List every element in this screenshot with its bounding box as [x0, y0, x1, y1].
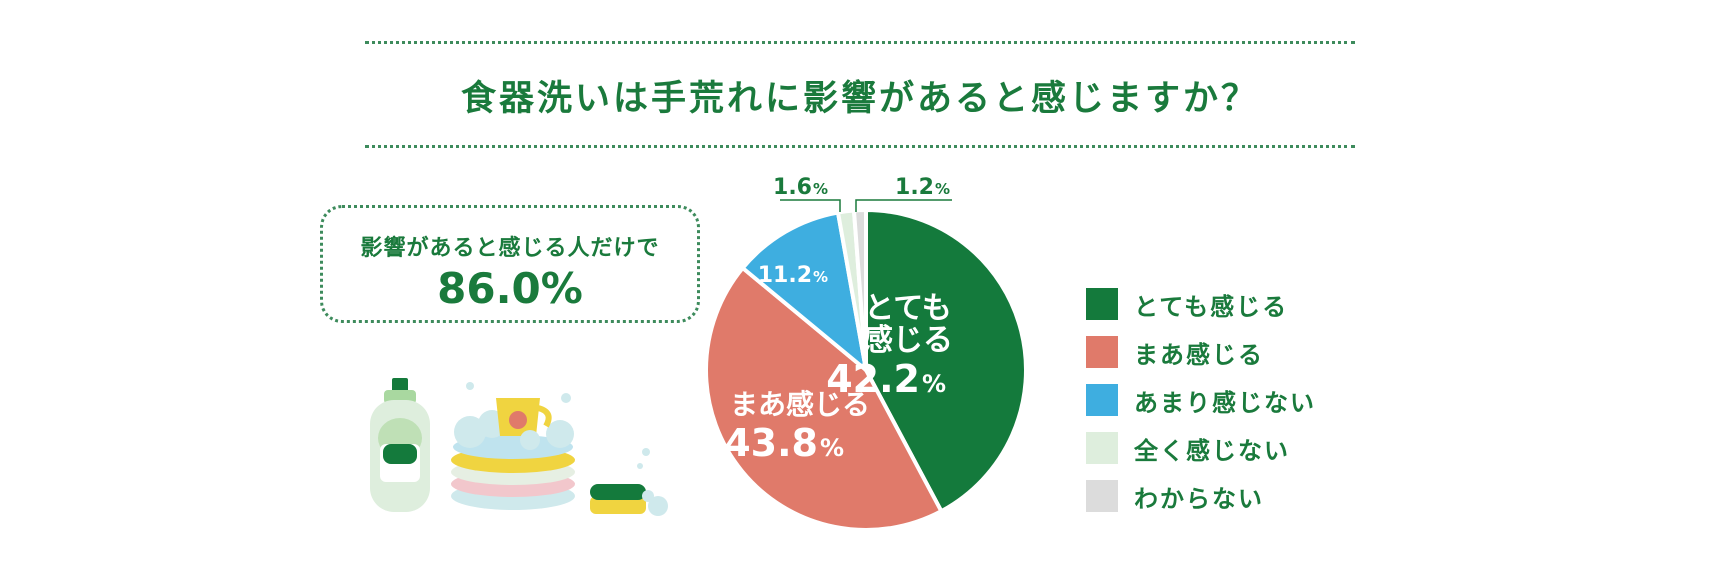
- slice-label-not-at-all-pct: %: [813, 180, 828, 198]
- leader-line-unknown: [855, 199, 952, 212]
- slice-label-very-pct: %: [922, 370, 946, 398]
- slice-label-very-text2: 感じる: [863, 323, 953, 358]
- slice-label-unknown-value: 1.2: [895, 175, 934, 200]
- slice-label-somewhat-value: 43.8: [724, 421, 818, 465]
- slice-label-somewhat-text: まあ感じる: [730, 388, 870, 421]
- slice-label-somewhat-pct: %: [820, 434, 844, 462]
- page-title: 食器洗いは手荒れに影響があると感じますか？: [460, 79, 1259, 119]
- slice-label-unknown-pct: %: [935, 180, 950, 198]
- legend-item-somewhat: まあ感じる: [1086, 328, 1316, 376]
- slice-label-not-much-value: 11.2: [758, 263, 812, 288]
- legend-label: とても感じる: [1134, 292, 1289, 321]
- pie-slice-somewhat: [704, 266, 944, 532]
- callout-text: 影響があると感じる人だけで: [360, 236, 660, 261]
- pie-slice-unknown: [851, 208, 868, 372]
- slice-label-not-much-pct: %: [813, 268, 828, 286]
- sponge-icon: [590, 448, 668, 516]
- slice-label-not-at-all-value: 1.6: [773, 175, 812, 200]
- legend-label: わからない: [1134, 484, 1264, 513]
- legend-item-not-at-all: 全く感じない: [1086, 424, 1316, 472]
- stacked-plates-icon: [451, 382, 575, 510]
- leader-line-unconcerned: [780, 199, 841, 212]
- chart-legend: とても感じる まあ感じる あまり感じない 全く感じない わからない: [1086, 280, 1316, 520]
- legend-label: 全く感じない: [1134, 436, 1290, 465]
- pie-slice-not-much: [740, 210, 868, 372]
- callout-value: 86.0%: [437, 264, 583, 313]
- legend-swatch: [1086, 480, 1118, 512]
- legend-item-very: とても感じる: [1086, 280, 1316, 328]
- summary-callout: 影響があると感じる人だけで 86.0%: [320, 205, 700, 323]
- slice-label-very-value: 42.2: [826, 357, 920, 401]
- legend-label: まあ感じる: [1134, 340, 1264, 369]
- legend-item-unknown: わからない: [1086, 472, 1316, 520]
- slice-label-very-text1: とても: [864, 291, 952, 326]
- legend-label: あまり感じない: [1134, 388, 1316, 417]
- detergent-bottle-icon: [370, 378, 430, 512]
- legend-item-not-much: あまり感じない: [1086, 376, 1316, 424]
- legend-swatch: [1086, 288, 1118, 320]
- pie-slice-very: [864, 208, 1028, 514]
- title-divider-top: [365, 41, 1355, 44]
- legend-swatch: [1086, 432, 1118, 464]
- legend-swatch: [1086, 336, 1118, 368]
- legend-swatch: [1086, 384, 1118, 416]
- title-divider-bottom: [365, 145, 1355, 148]
